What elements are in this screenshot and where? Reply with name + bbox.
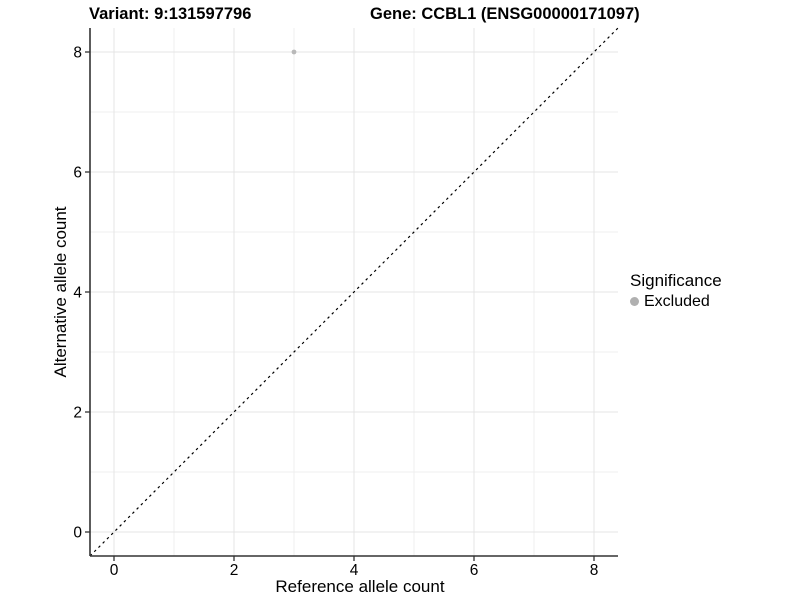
x-tick-label: 6 — [470, 562, 479, 579]
plot-title-gene: Gene: CCBL1 (ENSG00000171097) — [370, 5, 640, 23]
x-tick-label: 4 — [350, 562, 359, 579]
legend: Significance Excluded — [630, 271, 722, 311]
y-tick-label: 6 — [73, 165, 82, 182]
y-tick-label: 4 — [73, 285, 82, 302]
legend-entry-excluded: Excluded — [630, 292, 722, 311]
data-point-excluded — [291, 49, 297, 55]
y-tick-label: 8 — [73, 45, 82, 62]
identity-dashed-line — [89, 27, 619, 557]
legend-title: Significance — [630, 271, 722, 290]
y-axis-title: Alternative allele count — [51, 206, 70, 377]
y-tick-label: 0 — [73, 525, 82, 542]
x-tick-label: 8 — [590, 562, 599, 579]
x-tick-label: 0 — [110, 562, 119, 579]
legend-entry-label: Excluded — [644, 293, 710, 310]
x-tick-label: 2 — [230, 562, 239, 579]
y-tick-label: 2 — [73, 405, 82, 422]
plot-title-variant: Variant: 9:131597796 — [89, 5, 252, 23]
x-axis-title: Reference allele count — [275, 577, 444, 596]
legend-key-dot-icon — [630, 297, 639, 306]
